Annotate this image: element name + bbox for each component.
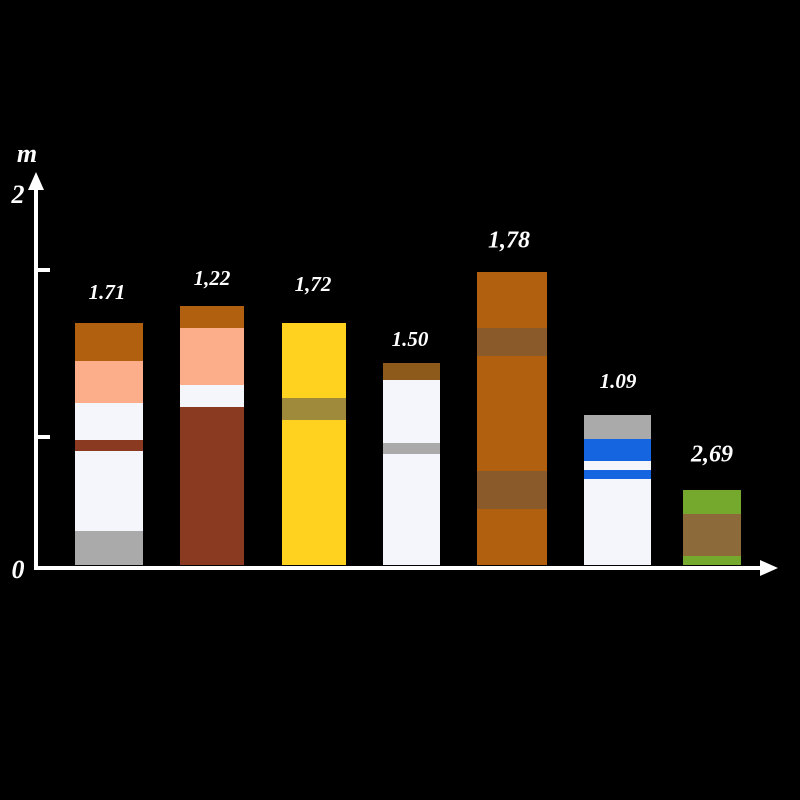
bar-label: 1.50: [392, 327, 429, 351]
axes: [34, 185, 765, 570]
bar: [75, 323, 143, 565]
bar-label: 1,78: [488, 228, 530, 254]
bar: [584, 415, 651, 565]
bar-label: 1.71: [89, 280, 126, 304]
bar: [282, 323, 346, 565]
axis-top-label: 2: [11, 180, 25, 209]
x-axis-arrow: [760, 560, 778, 576]
axis-origin-label: 0: [12, 555, 25, 584]
bar-label: 2,69: [690, 442, 733, 468]
bar-label: 1,22: [194, 266, 231, 290]
y-axis-arrow: [28, 172, 44, 190]
axis-unit: m: [17, 139, 37, 168]
bar: [477, 272, 547, 565]
bar: [180, 306, 244, 565]
bar-label: 1,72: [295, 272, 332, 296]
bar: [383, 363, 440, 565]
bar: [683, 490, 741, 565]
bar-label: 1.09: [600, 369, 637, 393]
